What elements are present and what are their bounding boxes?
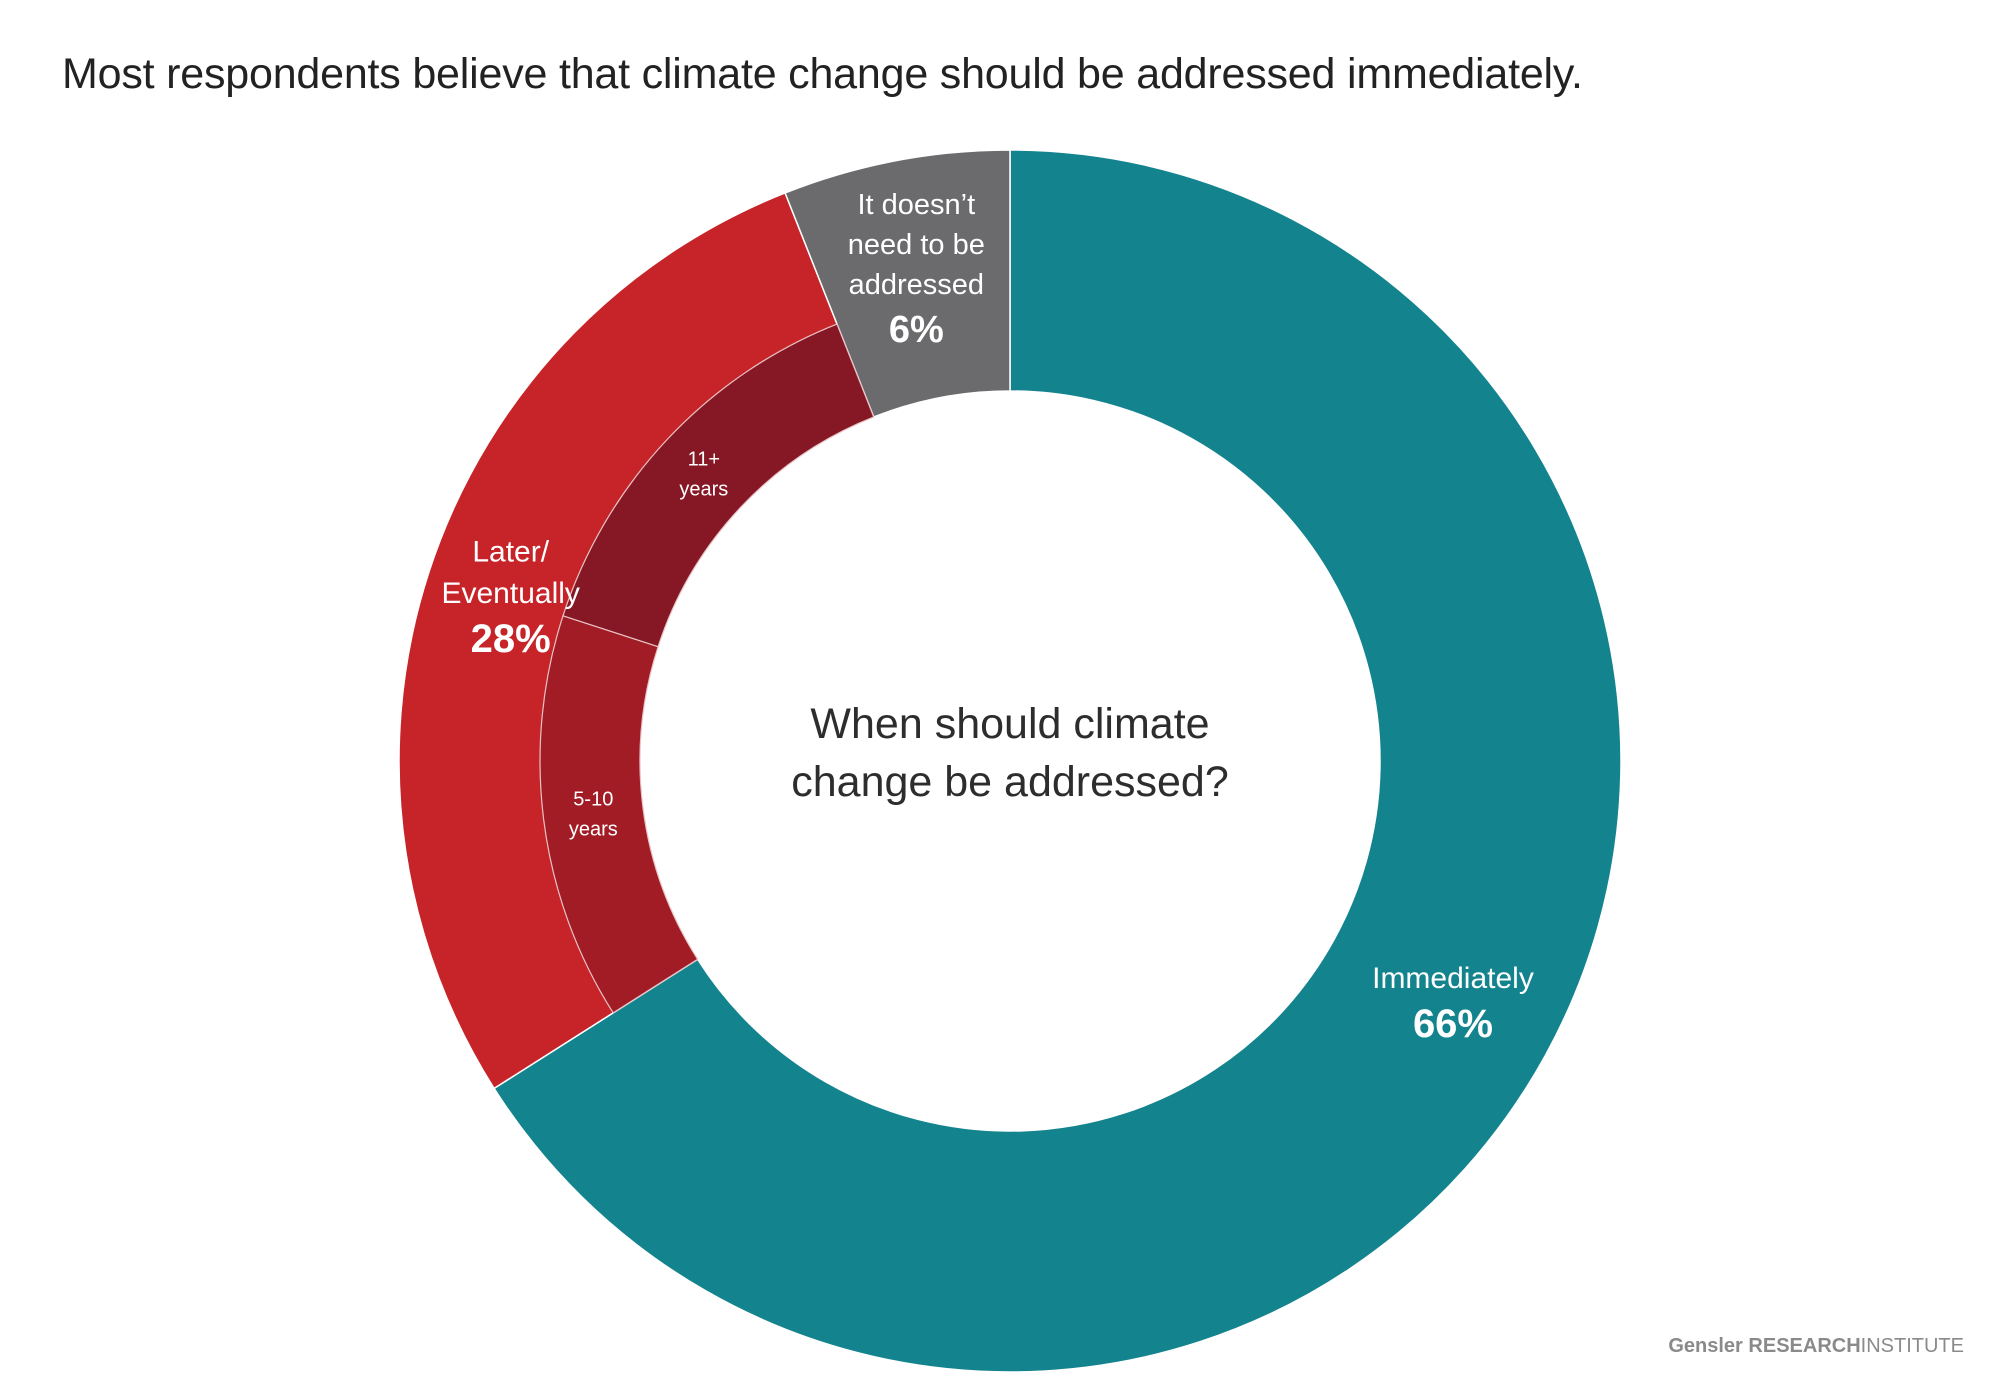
- footer-brand: Gensler: [1668, 1335, 1743, 1357]
- sub-slice-label: years: [569, 819, 618, 841]
- slice-label-later-eventually: Later/Eventually 28%: [441, 535, 579, 661]
- slice-it-doesn-t-need-to-be-addressed: [784, 149, 1011, 418]
- slice-label-it-doesn-t-need-to-be-addressed: It doesn’t need to be addressed 6%: [848, 189, 985, 351]
- labels-layer: 5-10 years 11+ years Immediately 66% Later/Eve…: [441, 189, 1533, 1046]
- footer-credit: Gensler RESEARCHINSTITUTE: [1668, 1335, 1964, 1358]
- slice-category-label: Later/: [472, 535, 549, 568]
- center-question-line: When should climate: [810, 700, 1209, 748]
- slice-value-label: 66%: [1413, 1002, 1493, 1046]
- sub-slice-label: years: [679, 478, 728, 500]
- slice-label-immediately: Immediately 66%: [1372, 962, 1534, 1046]
- sub-slices-layer: [539, 323, 875, 1014]
- slice-immediately: [493, 149, 1622, 1373]
- slice-category-label: It doesn’t: [857, 189, 975, 221]
- slice-category-label: Immediately: [1372, 962, 1534, 995]
- chart-title: Most respondents believe that climate ch…: [62, 50, 1583, 98]
- slice-category-label: Eventually: [441, 577, 579, 610]
- slice-category-label: need to be: [848, 229, 985, 261]
- footer-institute: INSTITUTE: [1860, 1335, 1964, 1357]
- sub-slice-label: 11+: [688, 448, 720, 470]
- slice-value-label: 6%: [889, 309, 944, 351]
- footer-research: RESEARCH: [1748, 1335, 1861, 1357]
- sub-slice-label: 5-10: [573, 789, 613, 811]
- center-question-line: change be addressed?: [791, 758, 1229, 806]
- sub-slice-11-years: [562, 323, 875, 648]
- slice-category-label: addressed: [849, 269, 984, 301]
- slice-value-label: 28%: [471, 617, 551, 661]
- center-question: When should climate change be addressed?: [791, 700, 1229, 806]
